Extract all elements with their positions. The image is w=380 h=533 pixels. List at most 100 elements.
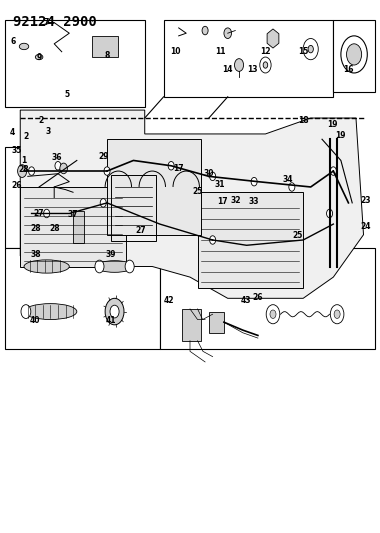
Bar bbox=[182, 309, 201, 341]
Text: 17: 17 bbox=[217, 197, 227, 206]
Circle shape bbox=[263, 62, 268, 68]
Circle shape bbox=[251, 177, 257, 186]
Text: 43: 43 bbox=[241, 296, 251, 305]
Bar bbox=[92, 36, 118, 57]
Text: 4: 4 bbox=[10, 128, 15, 138]
Circle shape bbox=[28, 167, 35, 175]
Ellipse shape bbox=[96, 261, 133, 272]
Circle shape bbox=[326, 209, 332, 217]
Ellipse shape bbox=[19, 43, 29, 50]
Bar bbox=[107, 139, 201, 235]
Text: 30: 30 bbox=[204, 169, 214, 178]
Bar bbox=[20, 187, 126, 266]
Text: 35: 35 bbox=[11, 147, 22, 156]
Ellipse shape bbox=[24, 304, 77, 319]
Circle shape bbox=[55, 161, 61, 170]
Text: 34: 34 bbox=[282, 174, 293, 183]
Text: 41: 41 bbox=[106, 316, 116, 325]
Text: 17: 17 bbox=[173, 164, 184, 173]
Text: 26: 26 bbox=[253, 293, 263, 302]
Circle shape bbox=[95, 260, 104, 273]
Text: 37: 37 bbox=[68, 210, 78, 219]
Circle shape bbox=[260, 57, 271, 73]
Text: 11: 11 bbox=[215, 47, 225, 56]
Text: 23: 23 bbox=[360, 196, 370, 205]
Text: 7: 7 bbox=[44, 18, 49, 27]
Text: 26: 26 bbox=[11, 181, 22, 190]
Text: 40: 40 bbox=[30, 316, 41, 325]
Text: 2: 2 bbox=[23, 132, 28, 141]
Circle shape bbox=[125, 260, 134, 273]
Circle shape bbox=[234, 59, 244, 71]
Text: 1: 1 bbox=[21, 156, 27, 165]
Circle shape bbox=[21, 305, 31, 318]
Text: 42: 42 bbox=[164, 296, 174, 305]
Circle shape bbox=[100, 199, 106, 207]
Text: 2: 2 bbox=[38, 116, 44, 125]
Bar bbox=[73, 211, 84, 243]
Text: 6: 6 bbox=[10, 37, 15, 46]
Bar bbox=[5, 20, 145, 108]
Text: 5: 5 bbox=[65, 90, 70, 99]
Bar bbox=[160, 248, 375, 349]
Circle shape bbox=[334, 310, 340, 318]
Bar bbox=[333, 20, 375, 92]
Text: 39: 39 bbox=[106, 251, 116, 260]
Text: 25: 25 bbox=[192, 187, 203, 196]
Circle shape bbox=[270, 310, 276, 318]
Circle shape bbox=[224, 28, 231, 38]
Circle shape bbox=[330, 305, 344, 324]
Bar bbox=[5, 248, 160, 349]
Ellipse shape bbox=[24, 260, 69, 273]
Text: 31: 31 bbox=[215, 180, 225, 189]
Bar bbox=[198, 192, 303, 288]
Text: 3: 3 bbox=[46, 127, 51, 136]
Bar bbox=[111, 175, 156, 241]
Text: 25: 25 bbox=[292, 231, 303, 240]
Circle shape bbox=[341, 36, 367, 73]
Circle shape bbox=[308, 45, 313, 53]
Ellipse shape bbox=[35, 54, 43, 60]
Text: 9: 9 bbox=[36, 53, 42, 62]
Text: 8: 8 bbox=[105, 51, 110, 60]
Text: 28: 28 bbox=[19, 166, 29, 174]
Text: 28: 28 bbox=[49, 224, 60, 233]
Circle shape bbox=[289, 183, 295, 191]
Circle shape bbox=[105, 298, 124, 325]
Circle shape bbox=[44, 209, 50, 217]
Text: 10: 10 bbox=[169, 47, 180, 56]
Text: 15: 15 bbox=[298, 47, 308, 56]
Circle shape bbox=[347, 44, 362, 65]
Text: 16: 16 bbox=[343, 64, 354, 74]
Circle shape bbox=[330, 167, 336, 175]
Circle shape bbox=[303, 38, 318, 60]
Text: 18: 18 bbox=[298, 116, 309, 125]
Circle shape bbox=[60, 163, 67, 174]
Circle shape bbox=[210, 172, 216, 181]
Text: 19: 19 bbox=[336, 131, 346, 140]
Text: 32: 32 bbox=[230, 196, 241, 205]
Text: 24: 24 bbox=[360, 222, 370, 231]
Bar bbox=[209, 312, 224, 333]
Text: 92124 2900: 92124 2900 bbox=[13, 14, 97, 29]
Text: 12: 12 bbox=[260, 47, 271, 56]
Text: 14: 14 bbox=[222, 64, 233, 74]
Polygon shape bbox=[20, 110, 364, 298]
Circle shape bbox=[266, 305, 280, 324]
Text: 27: 27 bbox=[135, 226, 146, 235]
Text: 28: 28 bbox=[30, 224, 41, 233]
Text: 19: 19 bbox=[327, 120, 338, 129]
Circle shape bbox=[110, 305, 119, 318]
Bar bbox=[164, 20, 333, 97]
Text: 33: 33 bbox=[248, 197, 259, 206]
Text: 29: 29 bbox=[99, 152, 109, 161]
Circle shape bbox=[202, 26, 208, 35]
Text: 27: 27 bbox=[34, 209, 44, 218]
Circle shape bbox=[210, 236, 216, 244]
Circle shape bbox=[104, 167, 110, 175]
Text: 13: 13 bbox=[247, 64, 258, 74]
Text: 36: 36 bbox=[52, 154, 62, 163]
Text: 38: 38 bbox=[30, 251, 41, 260]
Circle shape bbox=[168, 161, 174, 170]
Bar bbox=[5, 147, 160, 248]
